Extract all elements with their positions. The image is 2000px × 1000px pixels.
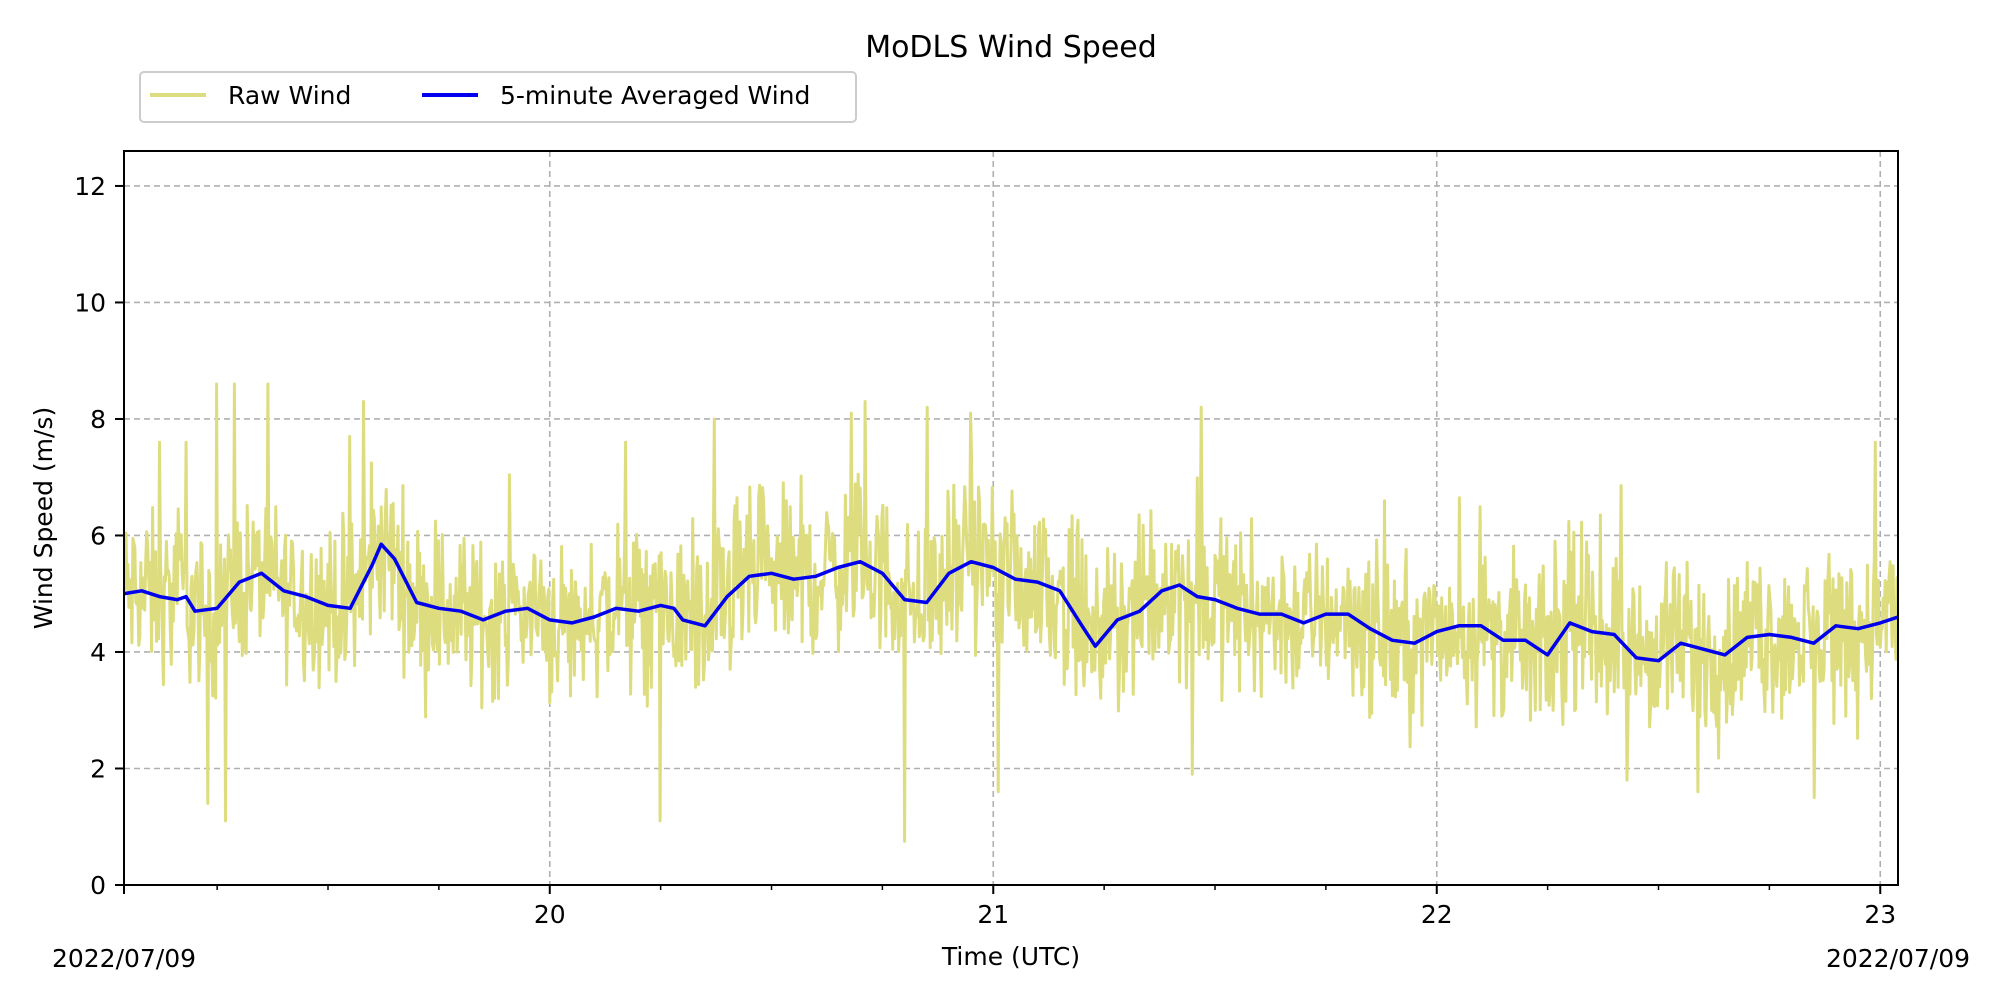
y-tick-label: 4	[90, 638, 106, 667]
legend: Raw Wind 5-minute Averaged Wind	[139, 71, 857, 123]
raw-wind-series	[124, 382, 1898, 843]
y-axis-label: Wind Speed (m/s)	[29, 407, 58, 629]
x-tick-label: 22	[1421, 900, 1453, 929]
y-tick-label: 6	[90, 521, 106, 550]
y-tick-label: 8	[90, 405, 106, 434]
y-tick-label: 2	[90, 754, 106, 783]
averaged-wind-series	[124, 542, 1898, 663]
chart-title: MoDLS Wind Speed	[865, 30, 1157, 65]
x-axis: 20 21 22 23	[123, 885, 1896, 929]
legend-frame	[139, 71, 857, 123]
y-tick-label: 12	[74, 172, 106, 201]
legend-label-avg: 5-minute Averaged Wind	[500, 81, 810, 110]
y-tick-label: 0	[90, 871, 106, 900]
x-axis-label: Time (UTC)	[941, 942, 1080, 971]
x-axis-start-date: 2022/07/09	[52, 944, 196, 973]
y-axis: 0 2 4 6 8 10 12	[74, 172, 124, 900]
averaged-wind-line	[124, 542, 1898, 663]
plot-frame	[123, 150, 1899, 886]
y-tick-label: 10	[74, 288, 106, 317]
legend-label-raw: Raw Wind	[228, 81, 351, 110]
x-tick-label: 23	[1864, 900, 1896, 929]
x-tick-label: 20	[534, 900, 566, 929]
x-axis-end-date: 2022/07/09	[1826, 944, 1970, 973]
x-tick-label: 21	[977, 900, 1009, 929]
raw-wind-line	[124, 382, 1898, 843]
